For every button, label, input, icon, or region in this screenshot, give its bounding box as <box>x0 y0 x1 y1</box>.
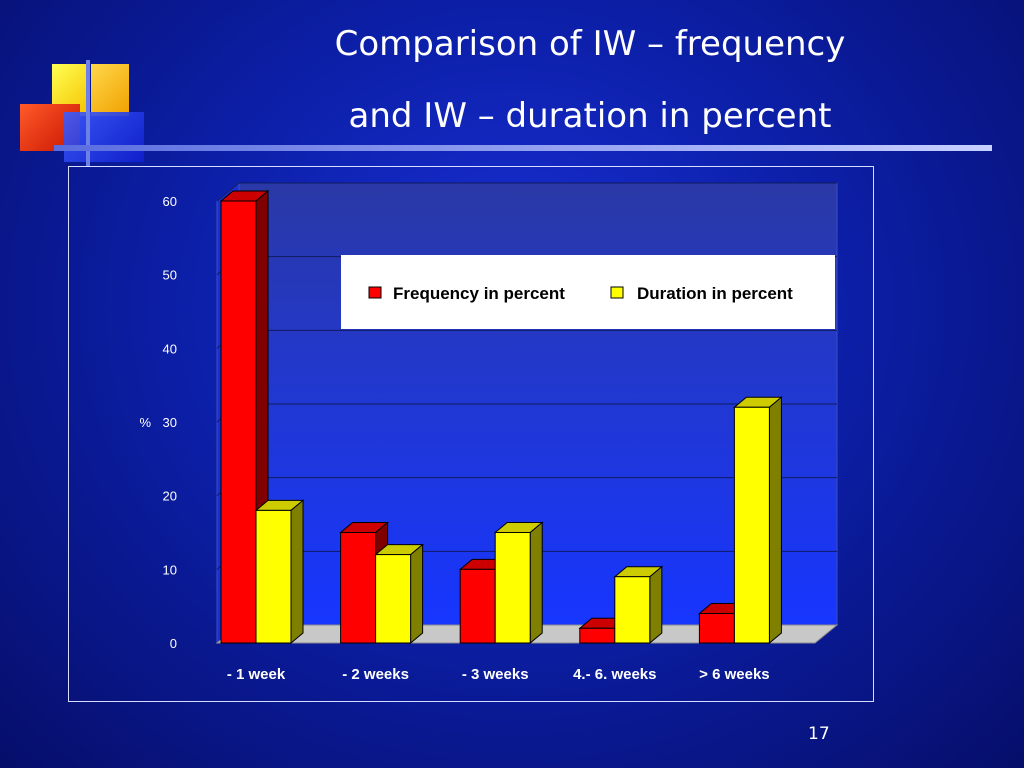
y-tick-label: 50 <box>163 268 177 283</box>
y-tick-label: 10 <box>163 562 177 577</box>
legend-label-frequency: Frequency in percent <box>393 284 565 303</box>
x-category-label: - 1 week <box>227 666 286 683</box>
chart-legend: Frequency in percent Duration in percent <box>341 255 835 329</box>
legend-label-duration: Duration in percent <box>637 284 793 303</box>
bar-side <box>290 499 304 645</box>
bar-duration <box>375 554 412 644</box>
bar-side <box>529 521 543 645</box>
bar-chart: 0 10 20 30 40 50 60% - 1 week - 2 weeks - 3 weeks… <box>139 181 839 683</box>
bar-side <box>768 396 782 645</box>
decor-horizontal-line <box>54 145 992 151</box>
slide-title-line-1: Comparison of IW – frequency <box>334 24 846 64</box>
slide-title-line-2: and IW – duration in percent <box>348 96 832 136</box>
x-category-label: 4.- 6. weeks <box>573 666 656 683</box>
bar-side <box>649 565 663 645</box>
y-tick-label: 30 <box>163 415 177 430</box>
page-number: 17 <box>808 724 830 744</box>
y-tick-label: 40 <box>163 341 177 356</box>
bar-frequency <box>698 613 735 644</box>
bar-frequency <box>340 532 377 644</box>
bar-duration <box>733 406 770 644</box>
x-category-label: - 2 weeks <box>342 666 409 683</box>
y-tick-label: 60 <box>163 194 177 209</box>
y-tick-label: 20 <box>163 489 177 504</box>
bar-frequency <box>220 200 257 644</box>
decor-square-orange <box>91 64 129 116</box>
legend-box <box>341 255 835 329</box>
bar-frequency <box>459 568 496 644</box>
legend-swatch-duration <box>610 286 624 299</box>
bar-side <box>410 543 424 645</box>
bar-duration <box>255 509 292 644</box>
legend-swatch-frequency <box>368 286 382 299</box>
gridline-diagonal <box>216 182 240 202</box>
bar-frequency <box>579 627 616 644</box>
bar-duration <box>494 532 531 644</box>
bar-duration <box>614 576 651 644</box>
chart-frame: 0 10 20 30 40 50 60% - 1 week - 2 weeks - 3 weeks… <box>68 166 874 702</box>
decor-vertical-line <box>86 60 90 166</box>
x-category-label: > 6 weeks <box>699 666 769 683</box>
decor-square-blue <box>64 112 144 162</box>
y-axis-label: % <box>139 415 151 430</box>
x-category-label: - 3 weeks <box>462 666 529 683</box>
y-tick-label: 0 <box>170 636 177 651</box>
